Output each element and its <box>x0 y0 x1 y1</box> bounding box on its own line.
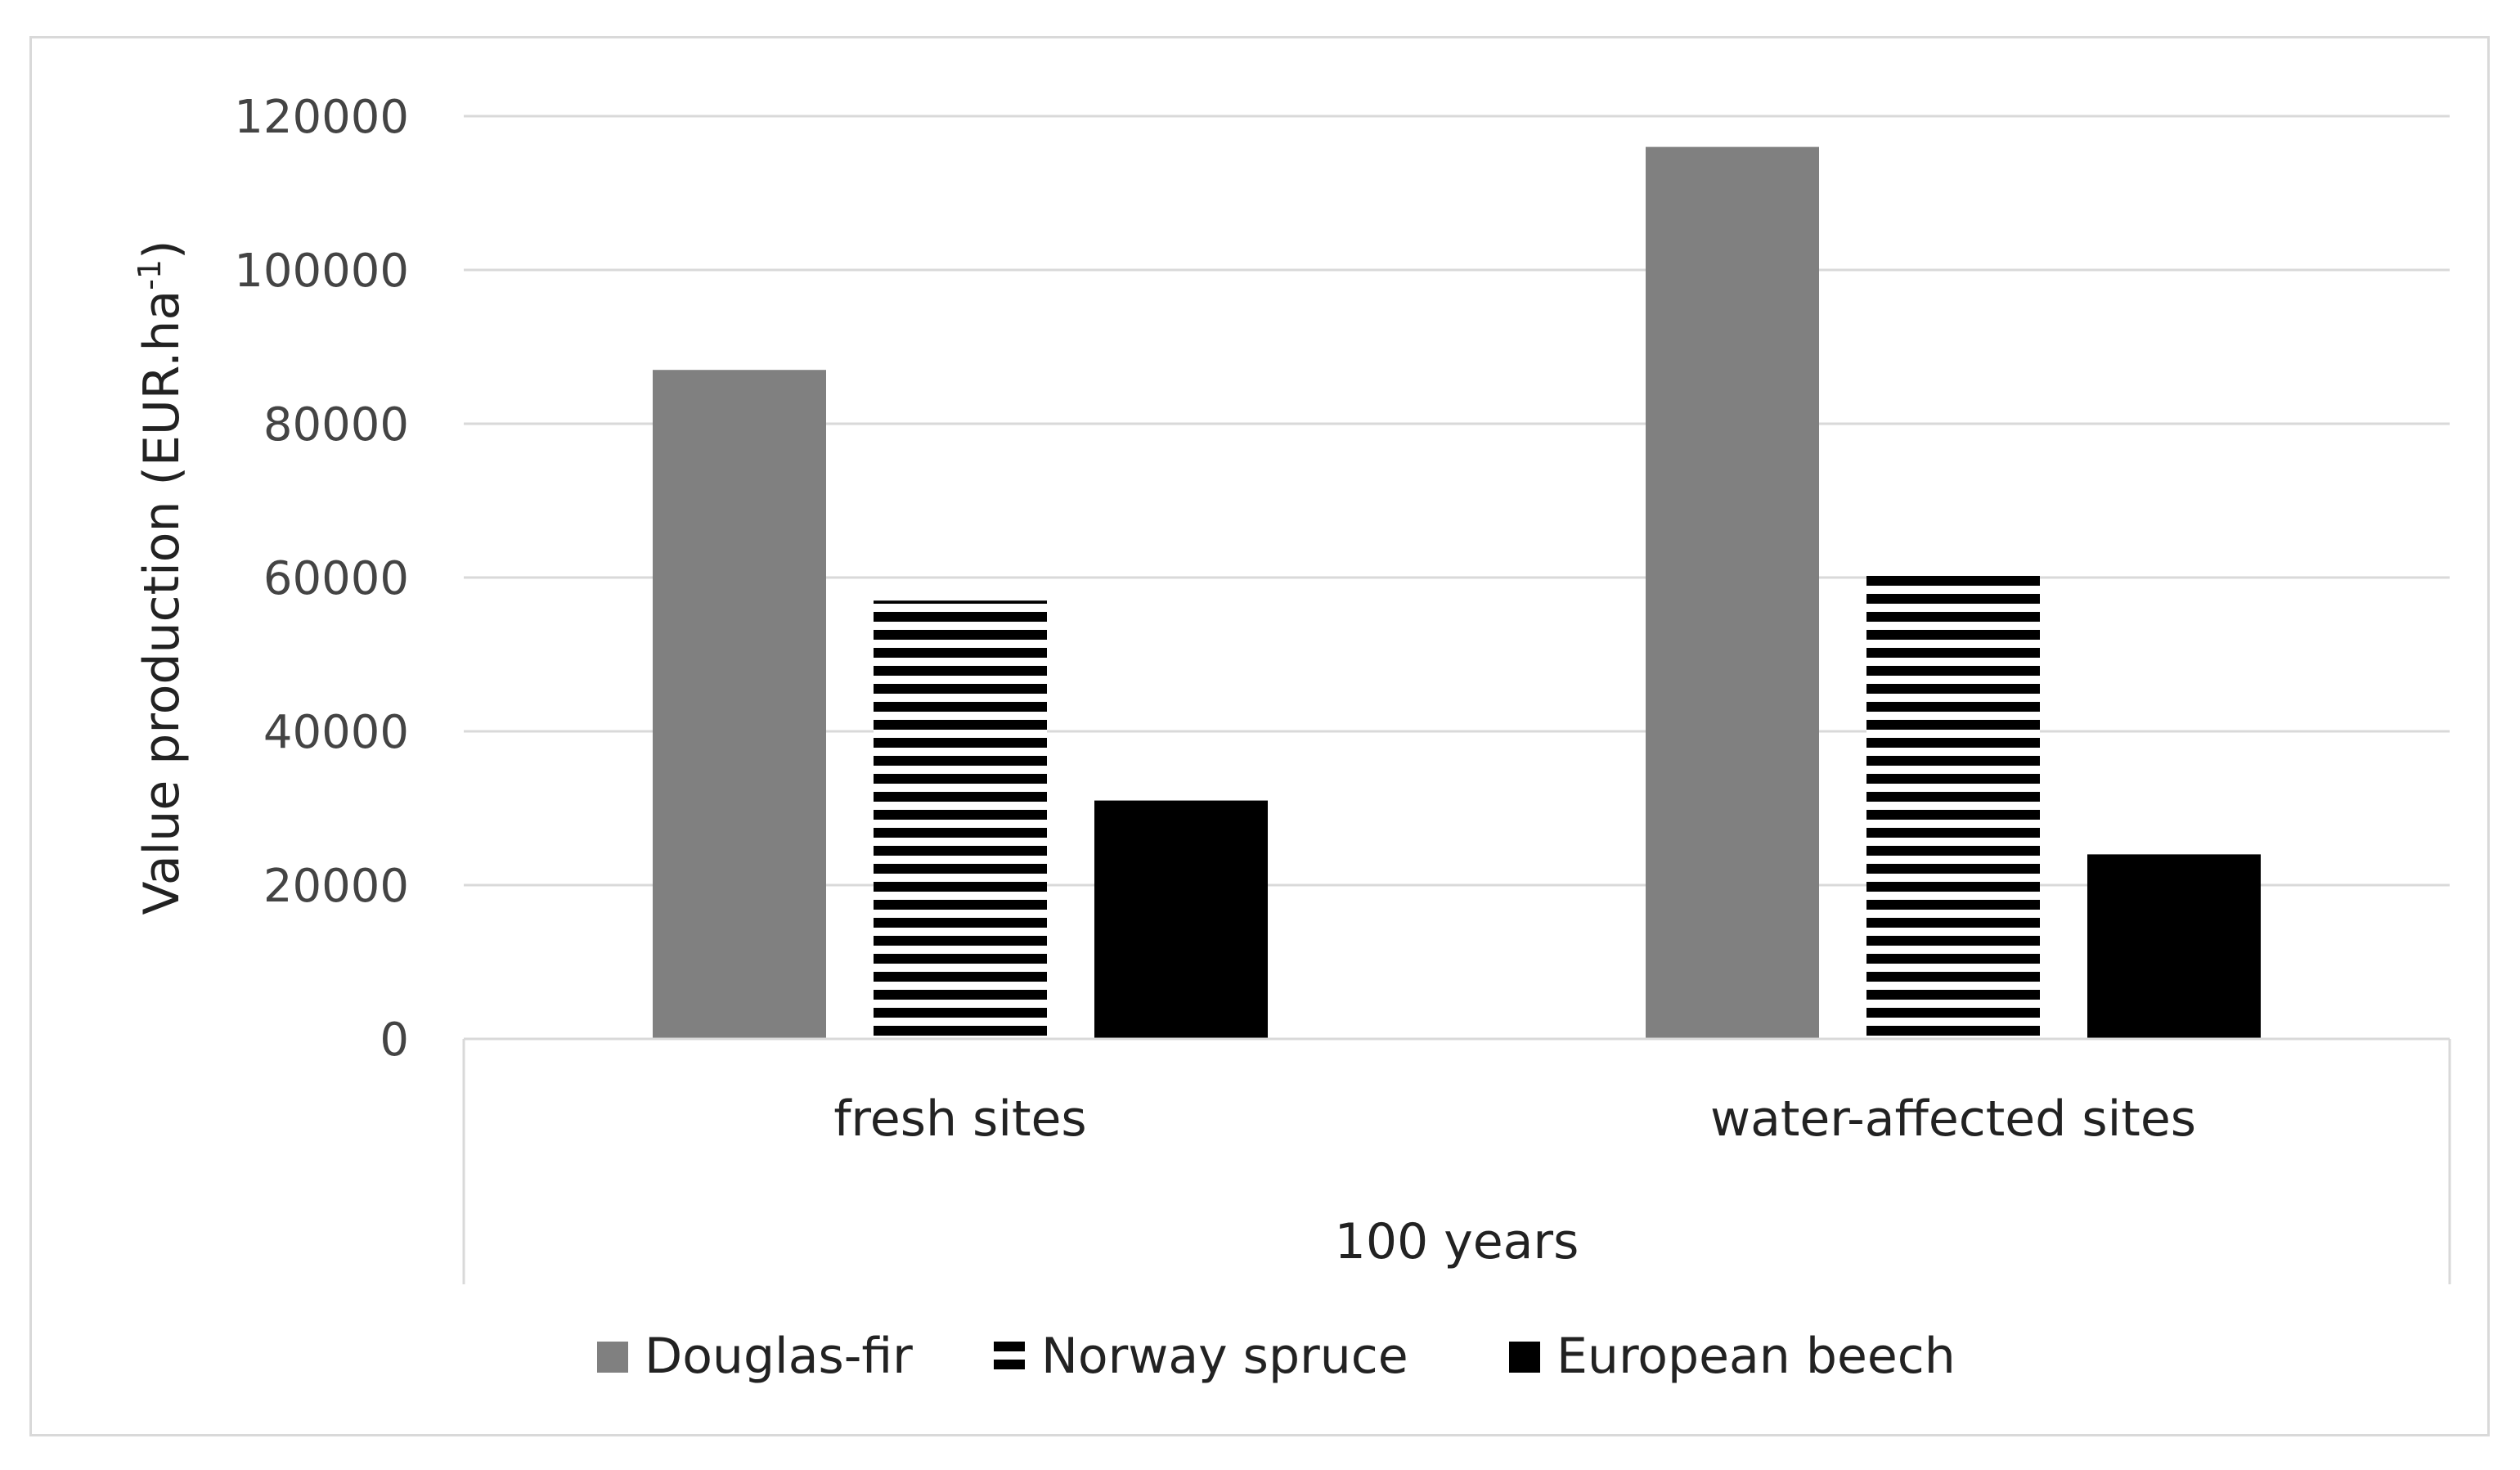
y-tick-label: 0 <box>380 1014 409 1067</box>
legend-item: European beech <box>1509 1328 1956 1385</box>
bar <box>653 370 826 1039</box>
y-tick-label: 100000 <box>234 245 409 298</box>
legend-label: Norway spruce <box>1041 1328 1408 1385</box>
y-axis-label-sup: -1 <box>132 259 168 290</box>
legend-swatch <box>597 1342 628 1373</box>
bar <box>1646 146 1819 1040</box>
legend-swatch-stripe <box>994 1342 1025 1351</box>
x-axis-categories: fresh sites water-affected sites <box>833 1090 2196 1148</box>
legend-swatch-stripe <box>994 1360 1025 1369</box>
bar <box>874 600 1047 1039</box>
y-tick-label: 40000 <box>263 706 409 759</box>
y-tick-label: 80000 <box>263 398 409 452</box>
legend-item: Norway spruce <box>994 1328 1408 1385</box>
y-tick-label: 120000 <box>234 91 409 144</box>
legend-swatch <box>1509 1342 1540 1373</box>
legend-label: Douglas-fir <box>645 1328 913 1385</box>
x-category-label: fresh sites <box>833 1090 1086 1148</box>
y-axis-label-main: Value production (EUR.ha <box>133 290 191 915</box>
x-category-label: water-affected sites <box>1710 1090 2196 1148</box>
y-tick-label: 60000 <box>263 552 409 605</box>
y-tick-label: 20000 <box>263 860 409 913</box>
y-axis-ticks: 0 20000 40000 60000 80000 100000 120000 <box>234 91 409 1067</box>
bar <box>2087 854 2261 1039</box>
bars <box>653 146 2261 1040</box>
legend-item: Douglas-fir <box>597 1328 913 1385</box>
bar <box>1866 573 2040 1039</box>
y-axis-label-close: ) <box>133 240 191 258</box>
bar <box>1094 800 1268 1039</box>
legend-label: European beech <box>1556 1328 1956 1385</box>
legend: Douglas-fir Norway spruce European beech <box>597 1328 1956 1385</box>
x-axis <box>462 1037 2451 1284</box>
group-label: 100 years <box>1335 1213 1579 1270</box>
y-axis-label: Value production (EUR.ha-1) <box>132 240 191 915</box>
